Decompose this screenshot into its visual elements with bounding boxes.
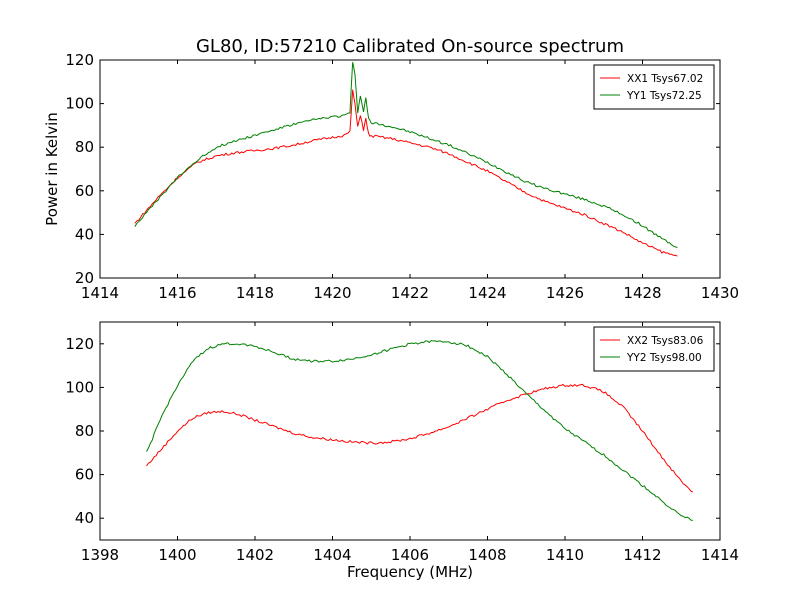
panel-2-xtick-label: 1404 — [313, 546, 351, 564]
panel-1-xtick-label: 1430 — [701, 284, 739, 302]
panel-1-ytick-label: 100 — [65, 95, 94, 113]
panel-1-xtick-label: 1424 — [468, 284, 506, 302]
panel-1-xtick-label: 1422 — [391, 284, 429, 302]
panel-2-series-1-line — [146, 383, 694, 493]
panel-2-xtick-label: 1406 — [391, 546, 429, 564]
panel-1-title: GL80, ID:57210 Calibrated On-source spec… — [196, 36, 624, 57]
panel-1-xtick-label: 1426 — [546, 284, 584, 302]
panel-2-series-2-line — [146, 340, 693, 521]
panel-2-legend-label-1: XX2 Tsys83.06 — [627, 335, 704, 347]
panel-2-xtick-label: 1398 — [81, 546, 119, 564]
panel-1-xtick-label: 1428 — [623, 284, 661, 302]
panel-2-legend-box — [593, 326, 715, 372]
panel-1-ytick-label: 40 — [75, 225, 94, 243]
panel-2-xlabel: Frequency (MHz) — [347, 563, 473, 581]
panel-2-ytick-label: 100 — [65, 378, 94, 396]
panel-2: 1398 1400 1402 1404 1406 1408 1410 1412 1414 40 60… — [65, 321, 739, 581]
panel-1: 1414 1416 1418 1420 1422 1424 1426 1428 1430 20 40… — [43, 36, 739, 302]
panel-1-legend-label-2: YY1 Tsys72.25 — [626, 90, 702, 102]
panel-1-ytick-label: 120 — [65, 51, 94, 69]
panel-1-xtick-label: 1416 — [158, 284, 196, 302]
panel-1-series-2-line — [134, 62, 678, 248]
panel-2-ytick-label: 40 — [75, 509, 94, 527]
panel-1-ylabel: Power in Kelvin — [43, 112, 61, 226]
panel-1-ytick-label: 60 — [75, 182, 94, 200]
panel-2-ytick-label: 120 — [65, 335, 94, 353]
panel-2-xtick-label: 1402 — [236, 546, 274, 564]
panel-2-xtick-label: 1408 — [468, 546, 506, 564]
panel-1-xtick-label: 1420 — [313, 284, 351, 302]
panel-1-legend-box — [593, 64, 715, 110]
panel-2-xtick-label: 1412 — [623, 546, 661, 564]
panel-2-legend-label-2: YY2 Tsys98.00 — [626, 352, 702, 364]
panel-1-xtick-label: 1418 — [236, 284, 274, 302]
panel-1-ytick-label: 80 — [75, 138, 94, 156]
panel-2-xtick-label: 1414 — [701, 546, 739, 564]
panel-2-ytick-label: 80 — [75, 422, 94, 440]
panel-1-legend-label-1: XX1 Tsys67.02 — [627, 73, 703, 85]
panel-1-series-1-line — [134, 89, 678, 257]
panel-1-xtick-label: 1414 — [81, 284, 119, 302]
panel-1-legend: XX1 Tsys67.02 YY1 Tsys72.25 — [593, 64, 715, 110]
panel-2-ytick-label: 60 — [75, 466, 94, 484]
panel-2-legend: XX2 Tsys83.06 YY2 Tsys98.00 — [593, 326, 715, 372]
panel-2-xtick-label: 1400 — [158, 546, 196, 564]
panel-1-ytick-label: 20 — [75, 269, 94, 287]
panel-2-xtick-label: 1410 — [546, 546, 584, 564]
